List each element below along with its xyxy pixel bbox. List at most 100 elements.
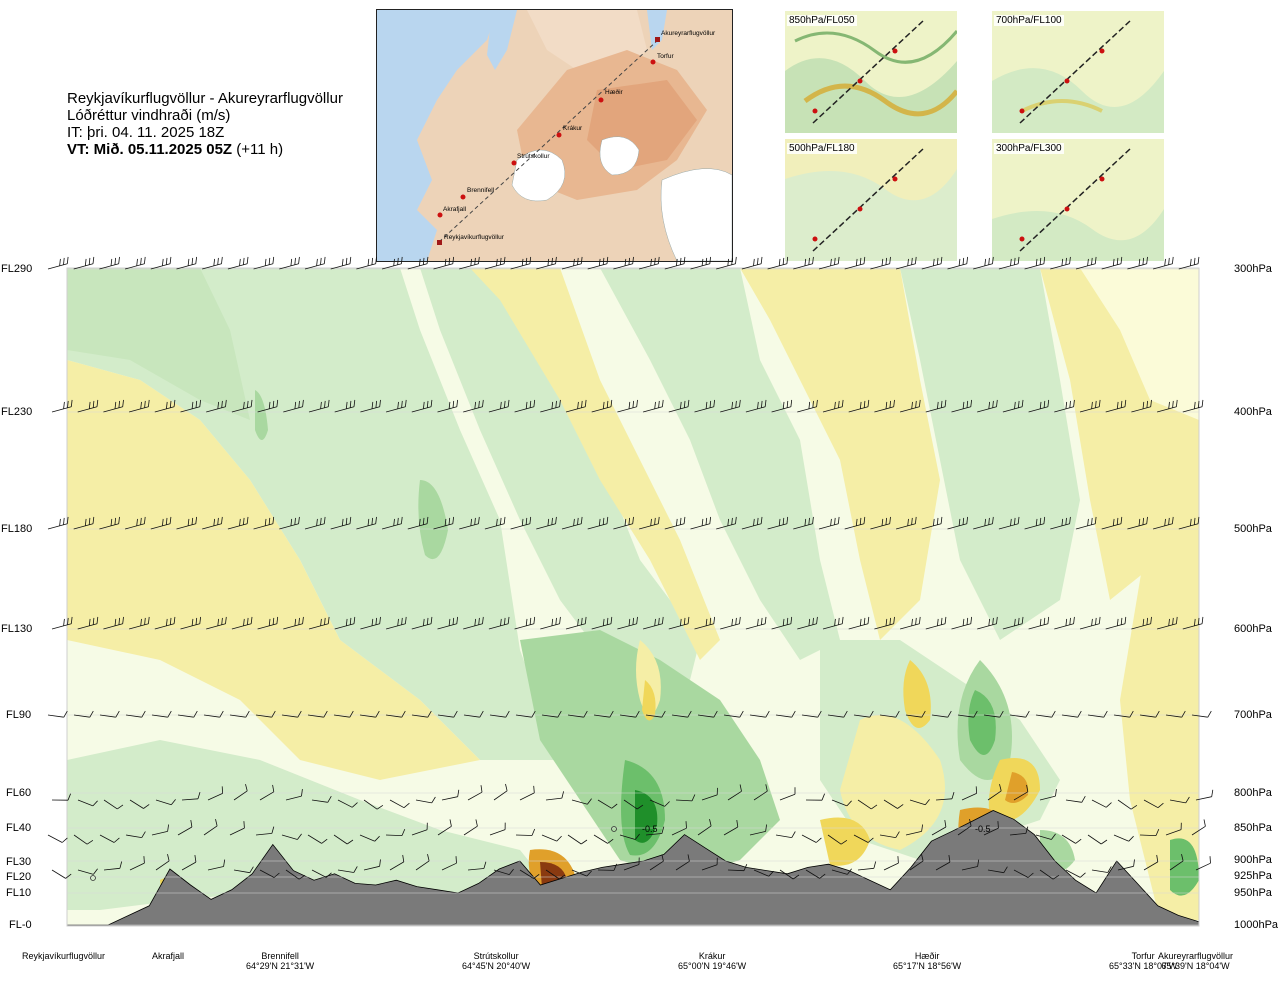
wind-barb: [433, 516, 454, 530]
wind-barb: [463, 819, 478, 836]
wind-barb: [671, 710, 692, 718]
wind-barb: [77, 799, 98, 807]
wind-barb: [921, 516, 943, 530]
wind-barb: [870, 516, 891, 530]
wind-barb: [1061, 834, 1082, 844]
pressure-label: 900hPa: [1234, 854, 1272, 866]
wind-barb: [1191, 819, 1206, 836]
wind-barb: [128, 399, 150, 413]
thumbnail-500hpa[interactable]: 500hPa/FL180: [785, 139, 957, 261]
wind-barb: [229, 710, 250, 718]
wind-barb: [848, 616, 870, 630]
wind-barb: [514, 399, 536, 413]
wind-barb: [489, 710, 510, 718]
wind-barb: [103, 616, 124, 630]
wind-barb: [441, 856, 457, 871]
wind-barb: [231, 616, 253, 630]
wind-barb: [801, 710, 822, 718]
wind-barb: [307, 710, 328, 718]
wind-barb: [1113, 710, 1134, 718]
wind-barb: [536, 516, 557, 530]
wind-barb: [879, 710, 900, 718]
wind-barb: [587, 516, 609, 530]
wind-barb: [1127, 256, 1148, 270]
wind-barb: [484, 516, 506, 530]
wind-barb: [51, 869, 72, 879]
wind-barb: [463, 616, 484, 630]
wind-barb: [727, 784, 742, 801]
wind-barb: [1195, 856, 1211, 871]
wind-barb: [154, 399, 176, 413]
wind-barb: [308, 399, 330, 413]
wind-barb: [649, 799, 670, 807]
wind-barb: [356, 516, 377, 530]
wind-barb: [1117, 859, 1135, 871]
wind-barb: [207, 859, 226, 871]
thumbnail-300hpa[interactable]: 300hPa/FL300: [992, 139, 1164, 261]
wind-barb: [723, 820, 739, 836]
wind-barb: [935, 855, 951, 871]
wind-barb: [883, 799, 904, 809]
wind-barb: [1024, 256, 1046, 270]
wind-barb: [129, 799, 150, 809]
plot-frame: [66, 267, 1200, 927]
wind-barb: [775, 710, 796, 718]
wind-barb: [1054, 616, 1075, 630]
map-label-torfur: Torfur: [657, 53, 674, 60]
wind-barb: [1039, 869, 1060, 880]
wind-barb: [129, 856, 145, 871]
wind-barb: [285, 869, 306, 880]
wind-barb: [385, 828, 406, 836]
wind-barb: [285, 789, 303, 801]
wind-barb: [515, 710, 536, 718]
thumbnail-700hpa[interactable]: 700hPa/FL100: [992, 11, 1164, 133]
wind-barb: [697, 710, 718, 718]
wind-barb: [1050, 516, 1071, 530]
fl-label: FL40: [6, 822, 32, 834]
wind-barb: [176, 256, 197, 270]
vertical-wind-field: [67, 268, 1199, 926]
wind-barb: [411, 399, 433, 413]
wind-barb: [47, 516, 69, 530]
wind-barb: [73, 834, 94, 845]
wind-barb: [645, 826, 665, 836]
wind-barb: [177, 710, 198, 718]
wind-barb: [206, 616, 227, 630]
wind-barb: [1165, 822, 1182, 836]
thumbnail-850hpa-svg: [785, 11, 957, 133]
thumbnail-label: 850hPa/FL050: [787, 15, 857, 26]
thumbnail-500hpa-svg: [785, 139, 957, 261]
wind-barb: [150, 256, 172, 270]
wind-barb: [1113, 834, 1134, 842]
thumbnail-850hpa[interactable]: 850hPa/FL050: [785, 11, 957, 133]
wind-barb: [99, 834, 120, 843]
wind-barb: [1065, 796, 1086, 803]
wind-barb: [1101, 516, 1123, 530]
wind-barb: [998, 516, 1020, 530]
wind-barb: [899, 616, 921, 630]
wind-barb: [931, 710, 952, 718]
wind-barb: [675, 794, 696, 802]
fl-label: FL30: [6, 856, 32, 868]
wind-barb: [180, 616, 201, 630]
wind-barb: [360, 399, 381, 413]
wind-barb: [73, 710, 94, 718]
wind-barb: [536, 256, 557, 270]
wind-barb: [155, 799, 176, 806]
wind-barb: [925, 616, 947, 630]
wind-barb: [203, 710, 224, 718]
wind-barb: [103, 799, 124, 810]
wind-barb: [593, 710, 614, 718]
map-label-brennifell: Brennifell: [467, 187, 495, 194]
wind-barb: [385, 710, 406, 718]
wind-barb: [330, 516, 352, 530]
wind-barb: [797, 616, 818, 630]
wind-barb: [125, 710, 146, 718]
wind-barb: [597, 799, 618, 809]
wind-barb: [701, 787, 718, 801]
wind-barb: [951, 399, 972, 413]
wind-barb: [1143, 799, 1164, 809]
location-label: Brennifell 64°29'N 21°31'W: [246, 951, 315, 971]
wind-barb: [561, 516, 583, 530]
wind-barb: [921, 256, 943, 270]
